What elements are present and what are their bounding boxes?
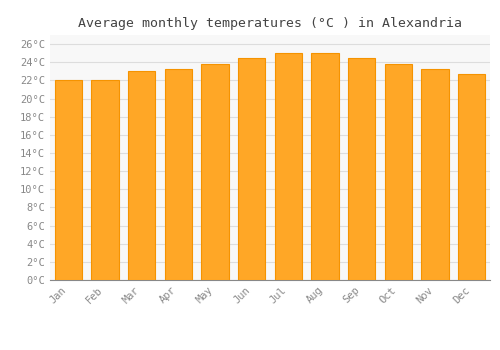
Bar [201, 64, 229, 280]
Bar [311, 53, 339, 280]
Bar [348, 58, 376, 280]
Bar [128, 71, 156, 280]
Bar [238, 58, 266, 280]
Title: Average monthly temperatures (°C ) in Alexandria: Average monthly temperatures (°C ) in Al… [78, 17, 462, 30]
Bar [274, 53, 302, 280]
Bar [164, 69, 192, 280]
Bar [384, 64, 412, 280]
Bar [54, 80, 82, 280]
Bar [91, 80, 119, 280]
Bar [458, 74, 485, 280]
Bar [421, 69, 448, 280]
